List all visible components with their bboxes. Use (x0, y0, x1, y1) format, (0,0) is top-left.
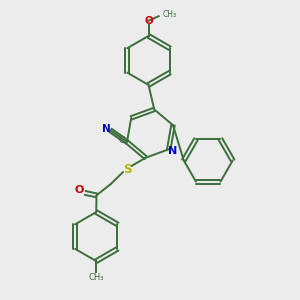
Text: O: O (144, 16, 153, 26)
Text: N: N (101, 124, 110, 134)
Text: C: C (118, 136, 125, 145)
Text: CH₃: CH₃ (88, 273, 104, 282)
Text: O: O (74, 185, 84, 195)
Text: S: S (123, 163, 131, 176)
Text: CH₃: CH₃ (163, 10, 177, 19)
Text: N: N (168, 146, 177, 156)
